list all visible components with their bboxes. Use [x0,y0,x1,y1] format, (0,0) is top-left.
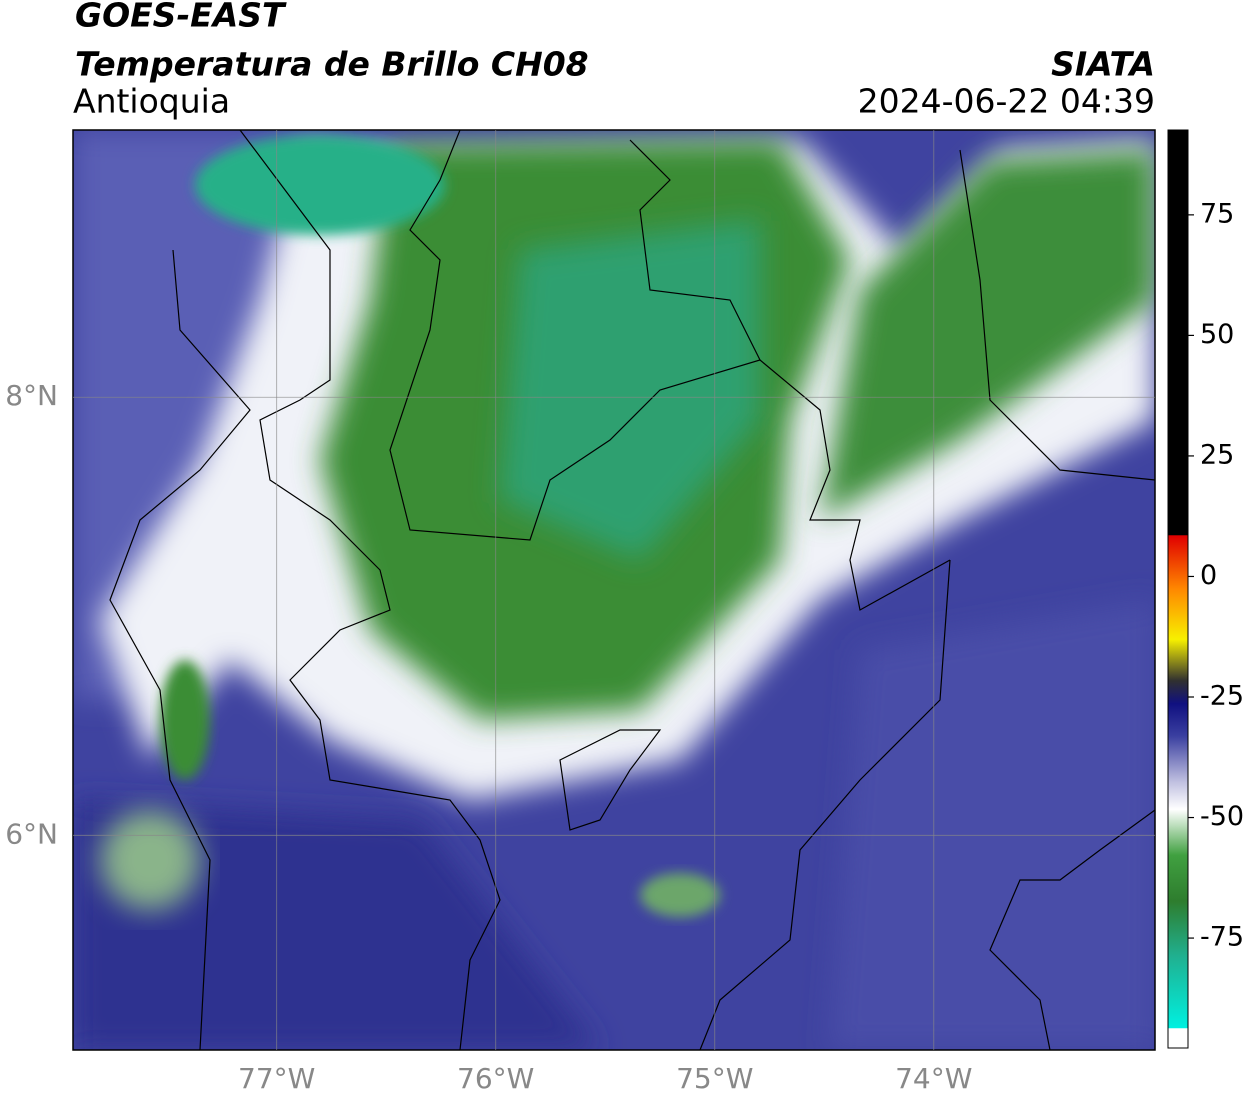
borders [109,130,1155,1050]
satellite-image [73,130,1155,1050]
timestamp: 2024-06-22 04:39 [858,82,1155,121]
lon-tick-label: 74°W [895,1062,972,1095]
subtitle: Temperatura de Brillo CH08 [75,45,589,84]
lon-tick-label: 75°W [676,1062,753,1095]
colorbar-tick-label: -25 [1200,681,1244,712]
lon-tick-label: 76°W [457,1062,534,1095]
colorbar-tick-label: -50 [1200,801,1244,832]
colorbar-tick-label: 25 [1200,439,1234,470]
region: Antioquia [73,82,230,121]
lat-tick-label: 6°N [5,817,58,850]
colorbar-tick-label: 75 [1200,198,1234,229]
colorbar-tick-label: -75 [1200,922,1244,953]
lat-tick-label: 8°N [5,379,58,412]
title: GOES-EAST [75,0,287,35]
source: SIATA [1051,45,1155,84]
lon-tick-label: 77°W [238,1062,315,1095]
map-frame [72,129,1156,1051]
colorbar-tick-label: 0 [1200,560,1217,591]
colorbar [1167,129,1189,1049]
colorbar-tick-label: 50 [1200,319,1234,350]
